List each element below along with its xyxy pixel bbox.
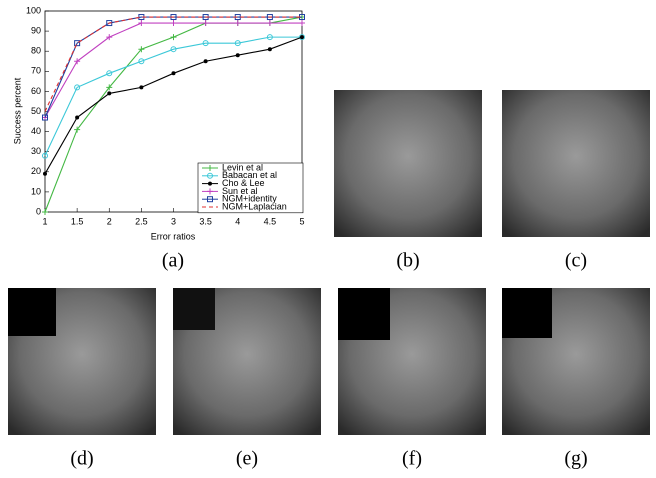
y-axis-label: Success percent: [12, 77, 22, 144]
marker: [74, 40, 81, 47]
marker: [138, 46, 145, 53]
marker: [203, 59, 208, 64]
marker: [266, 14, 273, 21]
marker: [207, 172, 213, 179]
kernel-inset: [8, 288, 56, 336]
marker: [170, 34, 177, 41]
marker: [235, 53, 240, 58]
marker: [266, 34, 273, 41]
marker: [74, 84, 81, 91]
panel-label: (f): [402, 448, 422, 470]
marker: [266, 20, 273, 27]
legend-label: Cho & Lee: [222, 178, 265, 188]
x-tick-label: 3.5: [199, 216, 212, 226]
marker: [138, 58, 145, 65]
series-line: [44, 36, 302, 156]
panel-label: (c): [565, 250, 587, 272]
marker: [42, 152, 48, 159]
panel-label: (d): [70, 448, 93, 470]
panel-label: (a): [162, 250, 184, 272]
marker: [139, 85, 144, 90]
y-tick-label: 70: [31, 66, 41, 76]
marker: [267, 47, 272, 52]
kernel-inset: [502, 288, 552, 338]
x-tick-label: 5: [299, 216, 304, 226]
series-line: [44, 36, 303, 175]
marker: [207, 165, 213, 171]
marker: [75, 115, 80, 120]
marker: [42, 209, 48, 215]
y-tick-label: 80: [31, 46, 41, 56]
x-tick-label: 2.5: [135, 216, 148, 226]
x-tick-label: 3: [171, 216, 176, 226]
marker: [74, 58, 81, 65]
image: [502, 90, 650, 237]
marker: [106, 70, 113, 77]
panel-label: (g): [564, 448, 587, 470]
series-line: [44, 16, 302, 112]
y-tick-label: 40: [31, 126, 41, 136]
y-tick-label: 90: [31, 25, 41, 35]
marker: [43, 171, 47, 176]
kernel-inset: [173, 288, 215, 330]
x-tick-label: 1: [42, 216, 47, 226]
x-tick-label: 4: [235, 216, 240, 226]
marker: [106, 84, 113, 91]
x-tick-label: 2: [107, 216, 112, 226]
legend-label: NGM+identity: [222, 194, 277, 204]
marker: [299, 34, 305, 41]
legend-box: [197, 162, 304, 214]
x-axis-label: Error ratios: [151, 231, 196, 241]
legend-label: Sun et al: [222, 186, 258, 196]
x-tick-label: 1.5: [71, 216, 84, 226]
marker: [299, 20, 305, 27]
marker: [171, 71, 176, 76]
marker: [106, 34, 113, 41]
y-tick-label: 20: [31, 166, 41, 176]
marker: [170, 46, 177, 53]
marker: [170, 20, 177, 27]
marker: [202, 40, 209, 47]
legend-label: Levin et al: [222, 162, 263, 172]
series-line: [44, 16, 302, 118]
x-tick-label: 4.5: [264, 216, 277, 226]
marker: [138, 20, 145, 27]
images: [8, 90, 650, 435]
legend-label: Babacan et al: [222, 170, 277, 180]
panel-label: (e): [236, 448, 258, 470]
y-tick-label: 30: [31, 146, 41, 156]
y-tick-label: 60: [31, 86, 41, 96]
marker: [202, 20, 209, 27]
image: [334, 90, 482, 237]
y-tick-label: 0: [36, 206, 41, 216]
marker: [207, 188, 213, 195]
marker: [107, 91, 112, 96]
marker: [234, 40, 241, 47]
kernel-inset: [338, 288, 390, 340]
y-tick-label: 50: [31, 106, 41, 116]
legend-label: NGM+Laplacian: [222, 201, 287, 211]
y-tick-label: 10: [31, 186, 41, 196]
marker: [208, 181, 212, 186]
marker: [300, 35, 304, 40]
marker: [74, 126, 81, 133]
marker: [234, 20, 241, 27]
panel-label: (b): [396, 250, 419, 272]
marker: [207, 196, 213, 203]
y-tick-label: 100: [26, 5, 41, 15]
marker: [42, 114, 48, 121]
